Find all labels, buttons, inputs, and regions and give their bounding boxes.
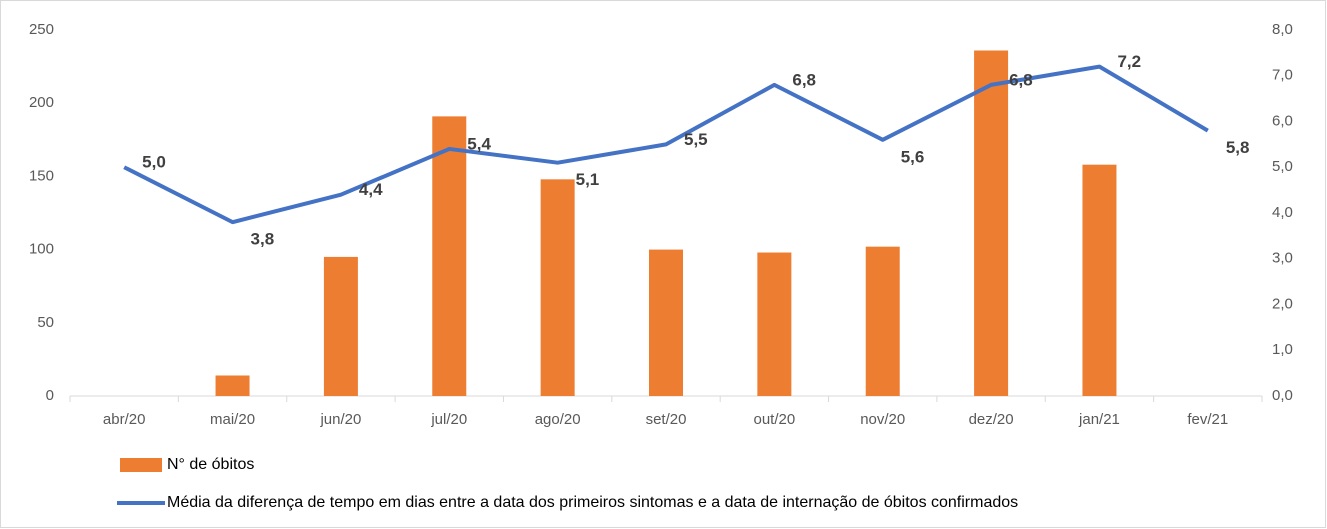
x-tick-label: out/20 (754, 411, 796, 428)
y2-tick-label: 7,0 (1272, 67, 1293, 84)
data-label: 4,4 (359, 180, 383, 199)
y-tick-label: 200 (29, 94, 54, 111)
line (123, 64, 1209, 225)
legend-label: N° de óbitos (167, 456, 254, 473)
y2-tick-label: 4,0 (1272, 204, 1293, 221)
bar (757, 252, 792, 396)
y-tick-label: 0 (46, 387, 54, 404)
y-tick-label: 250 (29, 21, 54, 38)
x-tick-label: fev/21 (1187, 411, 1228, 428)
y2-tick-label: 3,0 (1272, 250, 1293, 267)
y2-tick-label: 0,0 (1272, 387, 1293, 404)
data-label: 6,8 (792, 70, 816, 89)
x-tick-label: jul/20 (430, 411, 467, 428)
bar (540, 179, 575, 396)
legend-swatch (120, 458, 162, 472)
data-label: 5,5 (684, 130, 708, 149)
bar (215, 375, 250, 396)
y-tick-label: 150 (29, 167, 54, 184)
bar (974, 50, 1009, 396)
bar (323, 256, 358, 396)
y2-tick-label: 5,0 (1272, 158, 1293, 175)
x-tick-label: abr/20 (103, 411, 146, 428)
bar (432, 116, 467, 396)
legend-label: Média da diferença de tempo em dias entr… (167, 494, 1018, 511)
bar (865, 246, 900, 396)
y-tick-label: 50 (37, 314, 54, 331)
data-label: 5,0 (142, 153, 166, 172)
y2-tick-label: 8,0 (1272, 21, 1293, 38)
x-tick-label: nov/20 (860, 411, 905, 428)
x-tick-label: jun/20 (319, 411, 361, 428)
data-label: 7,2 (1117, 52, 1141, 71)
data-label: 6,8 (1009, 70, 1033, 89)
y2-tick-label: 2,0 (1272, 295, 1293, 312)
bar (649, 249, 683, 396)
x-tick-label: mai/20 (210, 411, 255, 428)
x-tick-label: jan/21 (1078, 411, 1120, 428)
data-label: 3,8 (251, 230, 275, 249)
y2-tick-label: 1,0 (1272, 341, 1293, 358)
x-tick-label: set/20 (646, 411, 687, 428)
x-tick-label: ago/20 (535, 411, 581, 428)
x-tick-label: dez/20 (969, 411, 1014, 428)
data-label: 5,6 (901, 147, 925, 166)
y-tick-label: 100 (29, 241, 54, 258)
y2-tick-label: 6,0 (1272, 112, 1293, 129)
data-label: 5,8 (1226, 138, 1250, 157)
bar (1082, 164, 1117, 396)
data-label: 5,4 (467, 134, 491, 153)
data-label: 5,1 (576, 170, 600, 189)
